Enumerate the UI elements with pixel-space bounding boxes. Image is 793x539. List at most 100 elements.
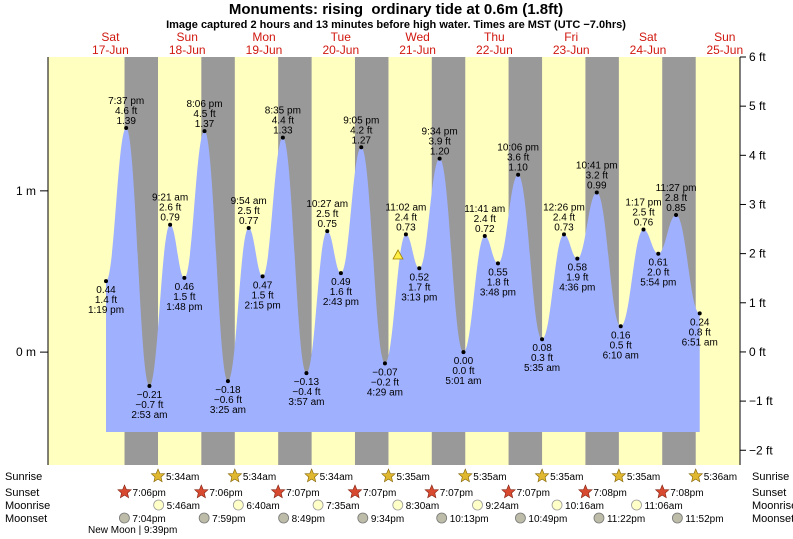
- extreme-m-label: 0.47: [253, 280, 273, 291]
- extreme-ft-label: 4.4 ft: [272, 116, 294, 127]
- extreme-time-label: 11:27 pm: [656, 183, 697, 194]
- extreme-m-label: 1.37: [195, 119, 215, 130]
- extreme-ft-label: 1.8 ft: [487, 277, 509, 288]
- event-time: 10:16am: [565, 501, 604, 512]
- extreme-m-label: 0.73: [396, 222, 416, 233]
- event-time: 9:24am: [485, 501, 518, 512]
- extreme-ft-label: 2.6 ft: [159, 203, 181, 214]
- extreme-ft-label: 2.5 ft: [632, 208, 654, 219]
- extreme-time-label: 5:35 am: [524, 363, 560, 374]
- y2-tick-label: 2 ft: [749, 247, 766, 261]
- extreme-point: [168, 222, 173, 227]
- extreme-ft-label: 0.5 ft: [610, 340, 632, 351]
- extreme-time-label: 12:26 pm: [543, 202, 585, 213]
- extreme-time-label: 4:36 pm: [559, 283, 595, 294]
- event-time: 7:35am: [326, 501, 359, 512]
- event-time: 7:07pm: [440, 488, 473, 499]
- event-row-label: Moonrise: [752, 500, 793, 512]
- day-weekday: Sun: [714, 30, 735, 44]
- current-time-marker: [392, 249, 404, 260]
- day-date: 17-Jun: [92, 43, 129, 57]
- event-row-label: Sunset: [5, 487, 39, 499]
- extreme-time-label: 3:25 am: [210, 405, 246, 416]
- extreme-point: [382, 361, 387, 366]
- labels: Sat17-JunSun18-JunMon19-JunTue20-JunWed2…: [5, 30, 793, 525]
- extreme-time-label: 10:06 pm: [497, 143, 539, 154]
- day-date: 22-Jun: [476, 43, 513, 57]
- extreme-m-label: −0.07: [372, 367, 398, 378]
- extreme-point: [697, 311, 702, 316]
- sunrise-icon: [150, 468, 166, 483]
- extreme-time-label: 9:21 am: [152, 193, 188, 204]
- sunset-icon: [654, 484, 670, 499]
- extreme-m-label: 0.76: [634, 218, 654, 229]
- day-date: 20-Jun: [322, 43, 359, 57]
- day-weekday: Thu: [484, 30, 505, 44]
- event-time: 5:35am: [627, 472, 660, 483]
- sunset-icon: [424, 484, 440, 499]
- sunrise-icon: [304, 468, 320, 483]
- sunrise-icon: [227, 468, 243, 483]
- extreme-ft-label: 2.4 ft: [395, 212, 417, 223]
- event-time: 5:34am: [166, 472, 199, 483]
- extreme-m-label: 1.27: [352, 135, 372, 146]
- day-weekday: Fri: [564, 30, 578, 44]
- extreme-m-label: 0.77: [239, 216, 259, 227]
- extreme-point: [540, 337, 545, 342]
- extreme-m-label: 0.61: [649, 258, 669, 269]
- event-time: 11:06am: [645, 501, 683, 512]
- extreme-ft-label: 4.6 ft: [115, 106, 137, 117]
- event-time: 7:07pm: [363, 488, 396, 499]
- day-date: 24-Jun: [630, 43, 667, 57]
- extreme-point: [495, 261, 500, 266]
- extreme-time-label: 8:06 pm: [186, 99, 222, 110]
- extreme-point: [182, 275, 187, 280]
- sunrise-icon: [534, 468, 550, 483]
- extreme-point: [516, 172, 521, 177]
- event-time: 11:52pm: [685, 514, 723, 525]
- event-time: 5:35am: [550, 472, 583, 483]
- extreme-ft-label: 1.7 ft: [408, 282, 430, 293]
- sunrise-icon: [457, 468, 473, 483]
- extreme-time-label: 6:51 am: [682, 337, 718, 348]
- extreme-m-label: 0.46: [175, 282, 195, 293]
- extreme-point: [482, 234, 487, 239]
- extreme-m-label: 0.16: [611, 330, 631, 341]
- extreme-m-label: 0.00: [454, 356, 474, 367]
- moonrise-icon: [153, 499, 165, 511]
- extreme-ft-label: 2.5 ft: [238, 206, 260, 217]
- extreme-time-label: 2:15 pm: [245, 300, 281, 311]
- extreme-point: [246, 225, 251, 230]
- extreme-point: [461, 350, 466, 355]
- event-time: 9:34pm: [371, 514, 404, 525]
- extreme-m-label: 0.73: [554, 222, 574, 233]
- moonrise-icon: [472, 499, 483, 511]
- extreme-ft-label: −0.7 ft: [135, 400, 163, 411]
- event-time: 7:07pm: [517, 488, 550, 499]
- extreme-time-label: 5:54 pm: [640, 278, 676, 289]
- event-time: 7:08pm: [670, 488, 703, 499]
- event-time: 6:40am: [246, 501, 279, 512]
- event-time: 7:08pm: [593, 488, 626, 499]
- extreme-time-label: 1:19 pm: [88, 305, 124, 316]
- extreme-point: [403, 232, 408, 237]
- extreme-time-label: 1:48 pm: [166, 302, 202, 313]
- extreme-ft-label: 1.9 ft: [566, 273, 588, 284]
- extreme-time-label: 7:37 pm: [108, 96, 144, 107]
- moonrise-icon: [631, 499, 642, 511]
- extreme-m-label: 1.10: [508, 163, 528, 174]
- y2-tick-label: 1 ft: [749, 296, 766, 310]
- extreme-m-label: 1.33: [273, 126, 293, 137]
- extreme-m-label: 0.44: [96, 285, 116, 296]
- day-date: 21-Jun: [399, 43, 436, 57]
- extreme-time-label: 8:35 pm: [265, 106, 301, 117]
- extreme-ft-label: 1.5 ft: [251, 290, 273, 301]
- event-row-label: Sunset: [752, 487, 786, 499]
- extreme-point: [618, 324, 623, 329]
- event-row-label: Moonrise: [5, 500, 50, 512]
- extreme-time-label: 10:27 am: [306, 199, 348, 210]
- event-time: 10:13pm: [450, 514, 489, 525]
- day-weekday: Tue: [331, 30, 352, 44]
- extreme-point: [338, 271, 343, 276]
- extreme-ft-label: 1.6 ft: [330, 287, 352, 298]
